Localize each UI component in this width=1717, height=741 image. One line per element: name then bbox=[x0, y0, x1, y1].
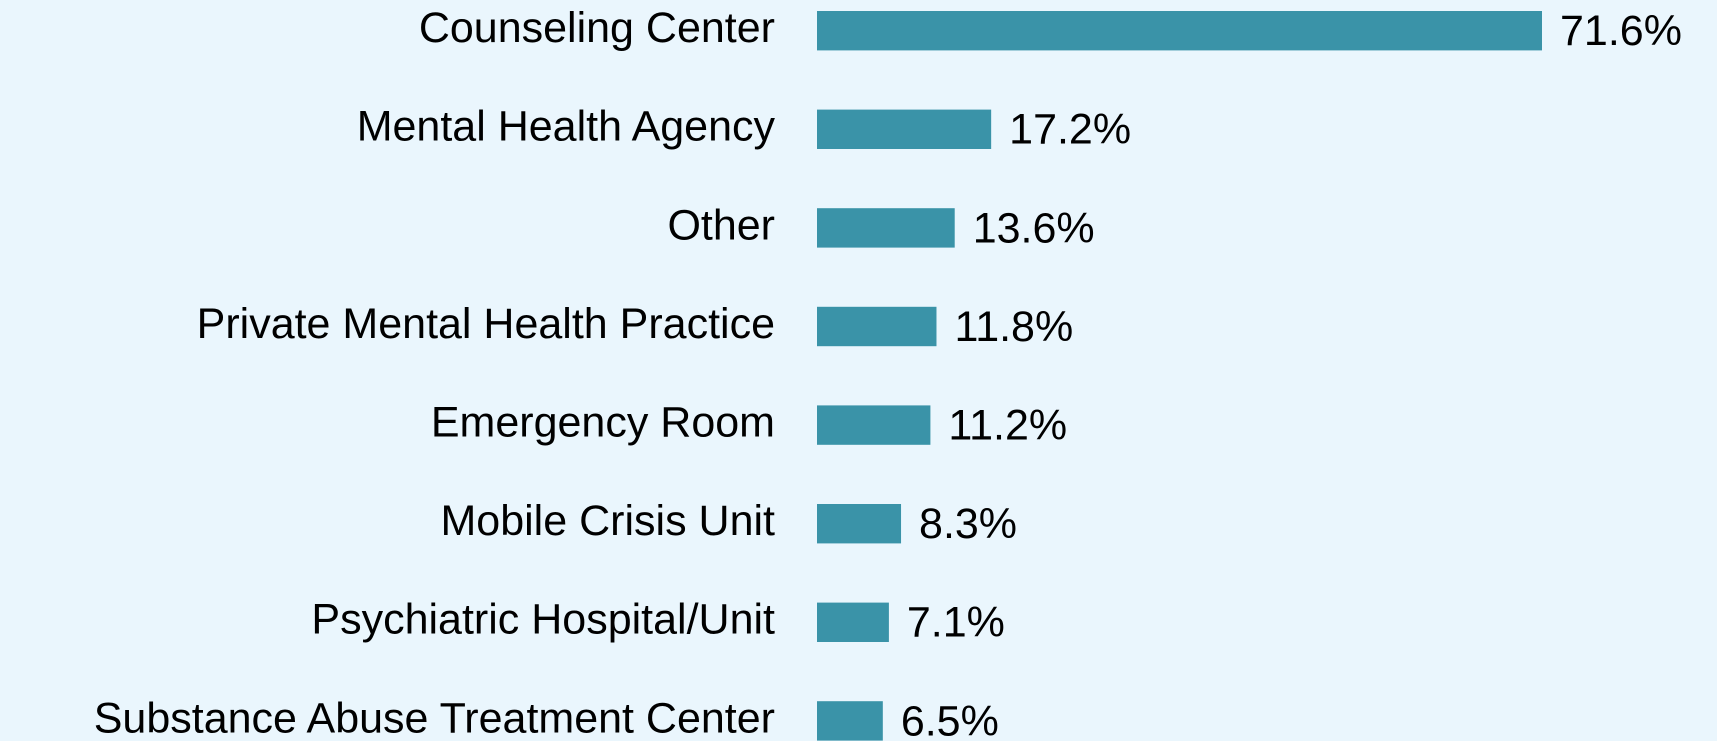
value-label: 6.5% bbox=[901, 697, 999, 741]
value-label: 11.8% bbox=[954, 303, 1073, 351]
category-label: Psychiatric Hospital/Unit bbox=[311, 596, 775, 644]
bar bbox=[817, 701, 883, 741]
bar bbox=[817, 504, 902, 544]
category-label: Counseling Center bbox=[419, 4, 775, 52]
bar bbox=[817, 405, 931, 445]
value-label: 11.2% bbox=[948, 401, 1067, 449]
category-label: Private Mental Health Practice bbox=[197, 300, 775, 348]
bar bbox=[817, 208, 955, 248]
bar bbox=[817, 11, 1542, 51]
category-label: Emergency Room bbox=[431, 398, 775, 446]
value-label: 8.3% bbox=[919, 500, 1017, 548]
bar bbox=[817, 602, 889, 642]
value-label: 7.1% bbox=[907, 599, 1005, 647]
bar bbox=[817, 109, 992, 149]
value-label: 17.2% bbox=[1009, 106, 1131, 154]
bar bbox=[817, 306, 937, 347]
category-label: Mobile Crisis Unit bbox=[440, 497, 775, 545]
value-label: 13.6% bbox=[973, 204, 1095, 252]
value-label: 71.6% bbox=[1560, 7, 1682, 55]
category-label: Mental Health Agency bbox=[357, 103, 776, 151]
category-label: Other bbox=[667, 201, 775, 249]
category-label: Substance Abuse Treatment Center bbox=[94, 694, 775, 741]
